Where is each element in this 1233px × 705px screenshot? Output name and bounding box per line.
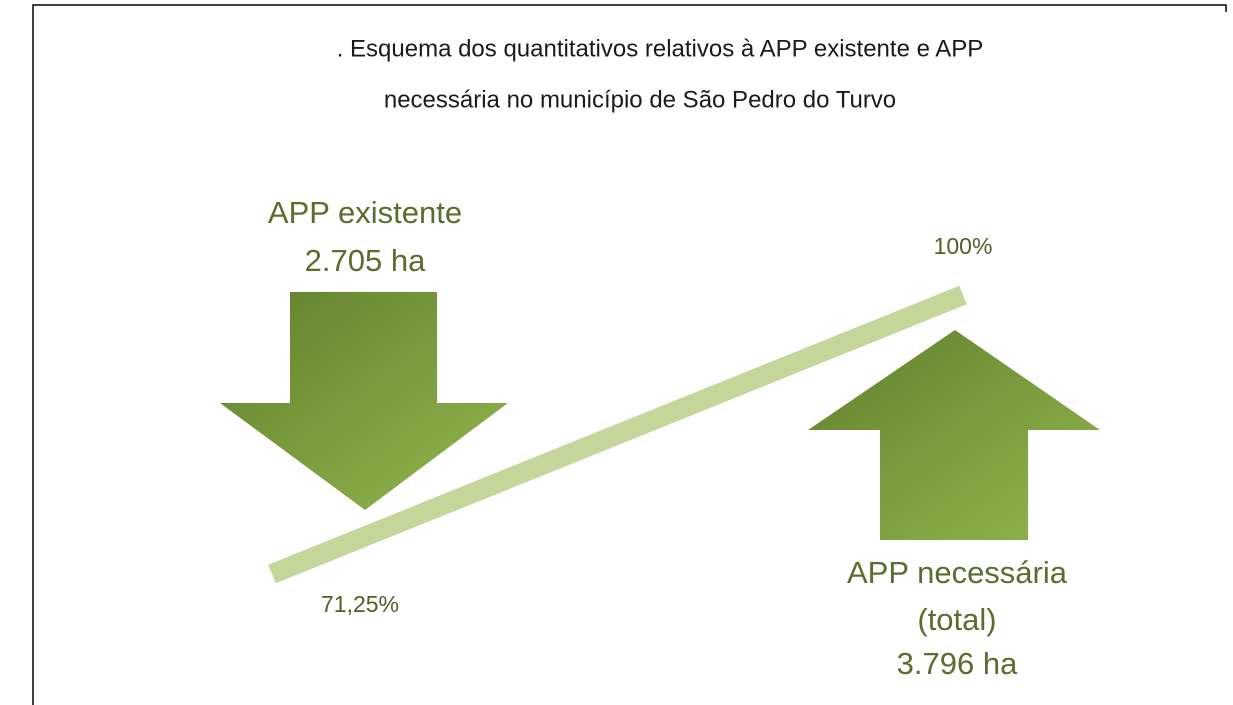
right-label: (total) xyxy=(917,602,996,637)
start-label: 71,25% xyxy=(321,591,399,617)
title-line: necessária no município de São Pedro do … xyxy=(384,86,896,113)
title-line: . Esquema dos quantitativos relativos à … xyxy=(337,35,984,62)
left-label: APP existente xyxy=(268,195,462,230)
right-label: APP necessária xyxy=(847,555,1068,590)
left-label: 2.705 ha xyxy=(305,243,426,278)
slope-bar xyxy=(268,285,967,584)
end-label: 100% xyxy=(934,233,993,259)
right-label: 3.796 ha xyxy=(897,646,1018,681)
down-arrow xyxy=(220,292,508,510)
frame xyxy=(32,4,1227,705)
up-arrow xyxy=(808,330,1100,540)
